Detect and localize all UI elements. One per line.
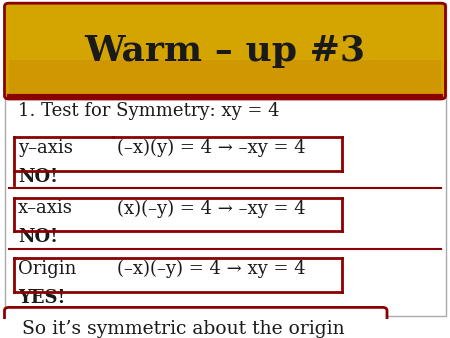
Text: So it’s symmetric about the origin: So it’s symmetric about the origin — [22, 320, 345, 338]
FancyBboxPatch shape — [9, 60, 441, 96]
Text: NO!: NO! — [18, 228, 58, 246]
Text: NO!: NO! — [18, 168, 58, 186]
FancyBboxPatch shape — [4, 307, 387, 338]
FancyBboxPatch shape — [4, 3, 446, 99]
Text: x–axis: x–axis — [18, 199, 73, 217]
Text: (x)(–y) = 4 → –xy = 4: (x)(–y) = 4 → –xy = 4 — [117, 199, 306, 218]
Text: (–x)(y) = 4 → –xy = 4: (–x)(y) = 4 → –xy = 4 — [117, 139, 306, 157]
Text: (–x)(–y) = 4 → xy = 4: (–x)(–y) = 4 → xy = 4 — [117, 260, 306, 278]
Text: 1. Test for Symmetry: xy = 4: 1. Test for Symmetry: xy = 4 — [18, 102, 279, 120]
Text: Origin: Origin — [18, 260, 76, 278]
Text: y–axis: y–axis — [18, 139, 73, 157]
Text: Warm – up #3: Warm – up #3 — [85, 34, 365, 68]
Text: YES!: YES! — [18, 289, 65, 307]
